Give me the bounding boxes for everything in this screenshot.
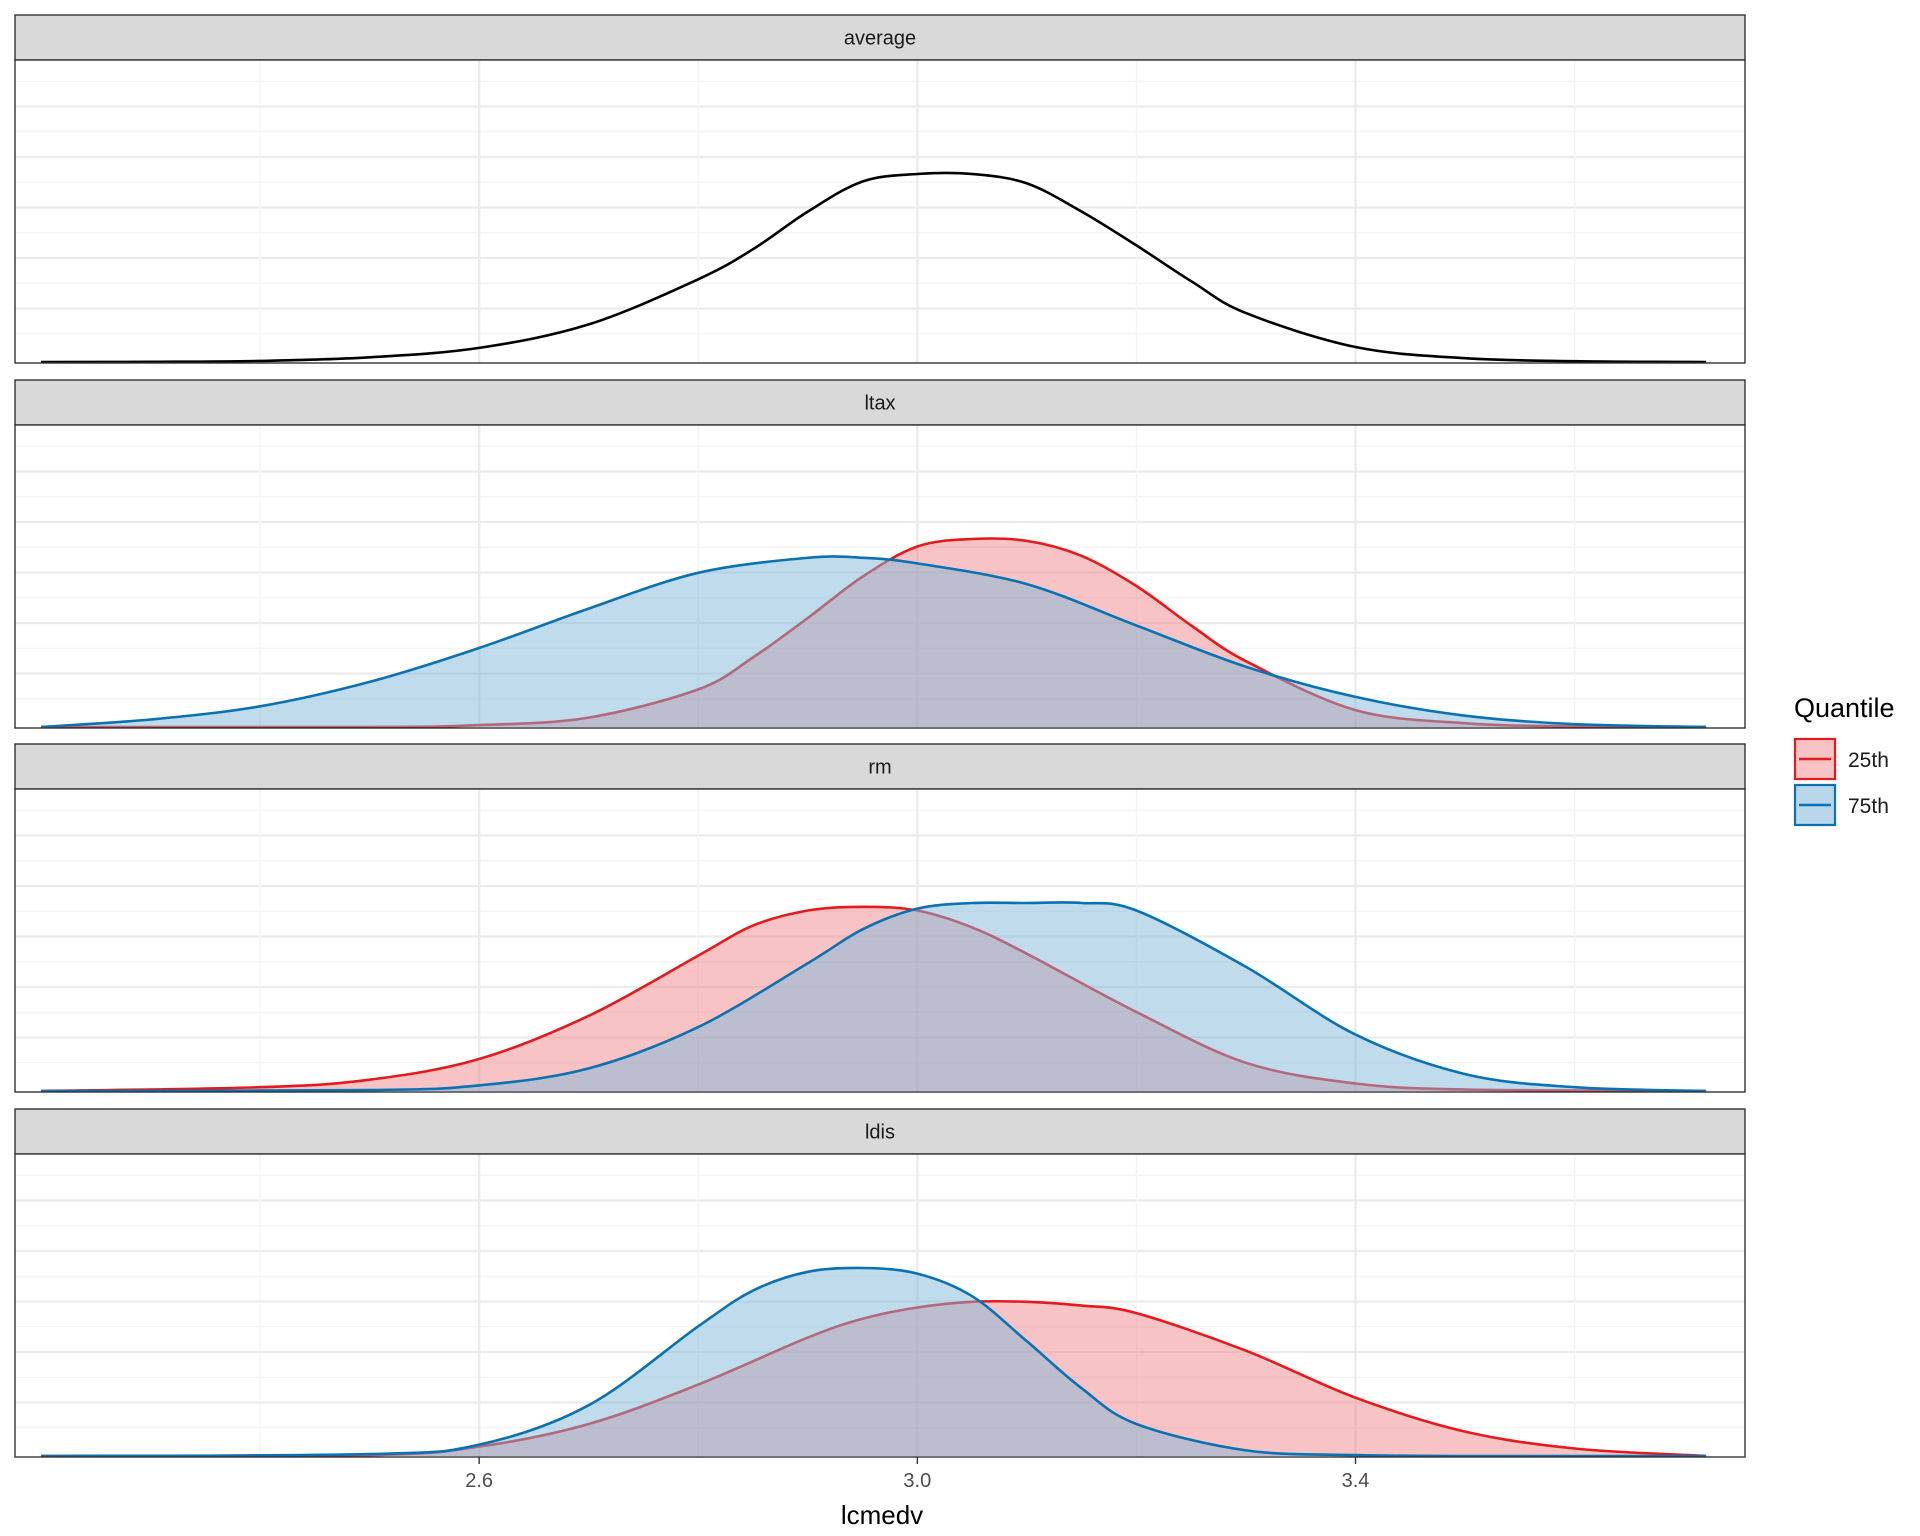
density-area-75th (41, 902, 1707, 1091)
x-axis-tick-label: 3.0 (903, 1470, 931, 1492)
facet-strip (14, 743, 1746, 790)
facet-strip-label: ltax (864, 393, 895, 415)
panel-border (14, 788, 1746, 1093)
x-axis-tick-label: 3.4 (1342, 1470, 1370, 1492)
facet-strip (14, 379, 1746, 426)
facet-strip (14, 14, 1746, 61)
x-axis-title: lcmedv (841, 1500, 923, 1530)
panel-border (14, 59, 1746, 364)
density-line-average (40, 171, 1707, 364)
facet-strip-label: rm (868, 757, 891, 779)
legend: Quantile 25th 75th (1793, 693, 1895, 827)
facet-strip-label: ldis (865, 1122, 895, 1144)
density-line-75th (40, 555, 1707, 729)
panel-border (14, 1153, 1746, 1458)
density-area-75th (41, 556, 1707, 727)
legend-title: Quantile (1794, 693, 1895, 723)
density-area-75th (41, 1267, 1707, 1456)
facet-strip-label: average (844, 28, 916, 50)
facet-strip (14, 1108, 1746, 1155)
panels-layer: average ltax rm ldis (14, 14, 1746, 1458)
density-line-75th (40, 1266, 1707, 1458)
facet-panel-rm: rm (14, 743, 1746, 1093)
panel-border (14, 424, 1746, 729)
facet-panel-average: average (14, 14, 1746, 364)
legend-label-25th: 25th (1848, 749, 1889, 772)
density-line-75th (40, 901, 1707, 1093)
facet-panel-ltax: ltax (14, 379, 1746, 729)
facet-panel-ldis: ldis (14, 1108, 1746, 1458)
x-axis: 2.6 3.0 3.4 (465, 1457, 1369, 1492)
plot-background (15, 60, 1745, 363)
x-axis-tick-label: 2.6 (465, 1470, 493, 1492)
legend-label-75th: 75th (1848, 795, 1889, 818)
